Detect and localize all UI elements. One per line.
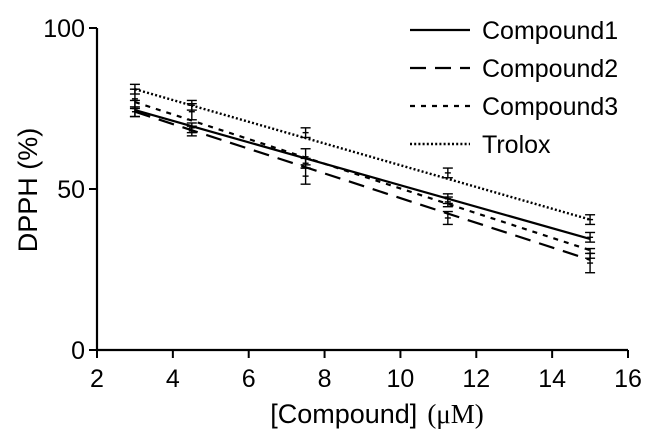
error-bar xyxy=(300,167,311,185)
series-line-compound2 xyxy=(134,110,591,261)
series-compound1 xyxy=(129,106,596,243)
x-axis-title-group: [Compound] (μM) xyxy=(270,399,484,429)
y-tick-label: 50 xyxy=(57,176,85,204)
error-bar xyxy=(186,99,197,111)
error-bar xyxy=(129,83,140,95)
error-bar xyxy=(585,247,596,259)
x-axis-title: [Compound] xyxy=(270,399,417,429)
x-tick-label: 12 xyxy=(462,365,490,393)
series-line-compound3 xyxy=(134,101,591,252)
x-axis-unit: (μM) xyxy=(427,399,483,429)
x-tick-label: 14 xyxy=(538,365,566,393)
error-bar xyxy=(300,148,311,166)
legend-label: Trolox xyxy=(482,131,551,159)
x-tick-label: 4 xyxy=(166,365,180,393)
error-bar xyxy=(442,167,453,179)
error-bar xyxy=(442,210,453,226)
x-tick-label: 8 xyxy=(318,365,332,393)
error-bar xyxy=(585,231,596,243)
series-line-compound1 xyxy=(134,109,591,240)
series-layer xyxy=(129,83,596,274)
legend-label: Compound3 xyxy=(482,93,618,121)
series-line-trolox xyxy=(134,88,591,221)
error-bar xyxy=(186,125,197,137)
ticks: 2 4 6 8 10 12 14 16 0 50 100 xyxy=(43,15,642,393)
x-tick-label: 2 xyxy=(90,365,104,393)
error-bar xyxy=(442,193,453,205)
legend: Compound1 Compound2 Compound3 Trolox xyxy=(410,17,618,159)
series-trolox xyxy=(129,83,596,226)
error-bar xyxy=(300,127,311,139)
y-tick-label: 100 xyxy=(43,15,85,43)
series-compound3 xyxy=(129,88,596,259)
error-bar xyxy=(585,214,596,226)
x-tick-label: 10 xyxy=(387,365,415,393)
series-compound2 xyxy=(129,99,596,274)
legend-label: Compound1 xyxy=(482,17,618,45)
y-axis-title: DPPH (%) xyxy=(13,128,43,253)
x-tick-label: 6 xyxy=(242,365,256,393)
x-tick-label: 16 xyxy=(614,365,642,393)
y-tick-label: 0 xyxy=(71,337,85,365)
legend-label: Compound2 xyxy=(482,55,618,83)
